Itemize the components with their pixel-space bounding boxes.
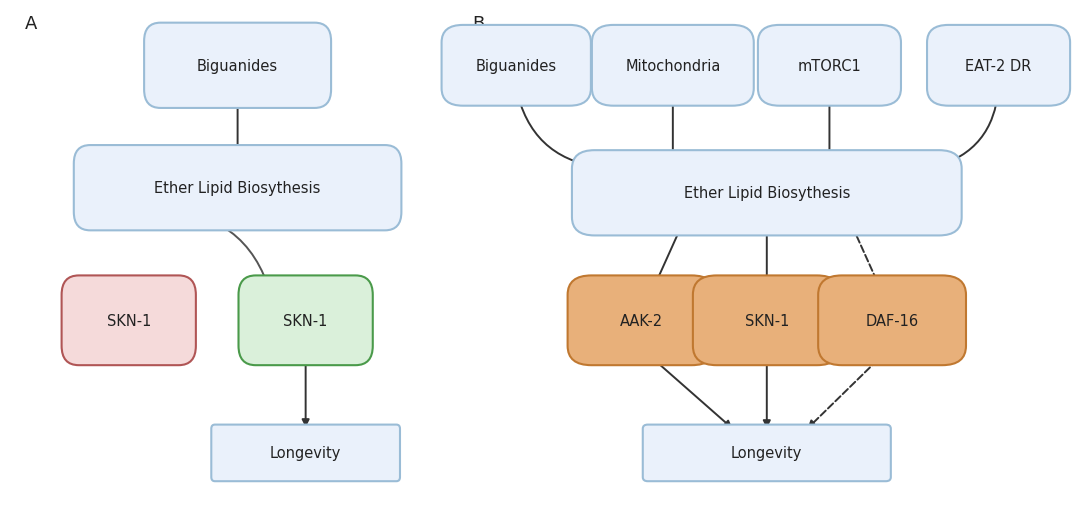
Text: Longevity: Longevity — [270, 445, 341, 461]
Text: B: B — [472, 15, 485, 33]
Text: AAK-2: AAK-2 — [620, 313, 663, 328]
Text: Ether Lipid Biosythesis: Ether Lipid Biosythesis — [684, 186, 850, 201]
Text: A: A — [25, 15, 37, 33]
Text: SKN-1: SKN-1 — [107, 313, 151, 328]
FancyBboxPatch shape — [927, 26, 1070, 106]
Text: DAF-16: DAF-16 — [865, 313, 919, 328]
FancyBboxPatch shape — [819, 276, 966, 365]
Text: SKN-1: SKN-1 — [283, 313, 328, 328]
FancyBboxPatch shape — [568, 276, 715, 365]
Text: Mitochondria: Mitochondria — [625, 59, 720, 74]
FancyBboxPatch shape — [239, 276, 373, 365]
Text: mTORC1: mTORC1 — [797, 59, 862, 74]
FancyBboxPatch shape — [758, 26, 901, 106]
Text: SKN-1: SKN-1 — [744, 313, 789, 328]
FancyBboxPatch shape — [442, 26, 591, 106]
FancyBboxPatch shape — [693, 276, 840, 365]
FancyBboxPatch shape — [62, 276, 195, 365]
Text: Longevity: Longevity — [731, 445, 802, 461]
FancyBboxPatch shape — [572, 151, 961, 236]
FancyBboxPatch shape — [643, 425, 891, 482]
Text: Biguanides: Biguanides — [475, 59, 557, 74]
Text: Biguanides: Biguanides — [197, 59, 279, 74]
Text: Ether Lipid Biosythesis: Ether Lipid Biosythesis — [154, 181, 321, 196]
FancyBboxPatch shape — [592, 26, 754, 106]
Text: EAT-2 DR: EAT-2 DR — [966, 59, 1031, 74]
FancyBboxPatch shape — [73, 146, 402, 231]
FancyBboxPatch shape — [144, 23, 332, 109]
FancyBboxPatch shape — [212, 425, 400, 482]
